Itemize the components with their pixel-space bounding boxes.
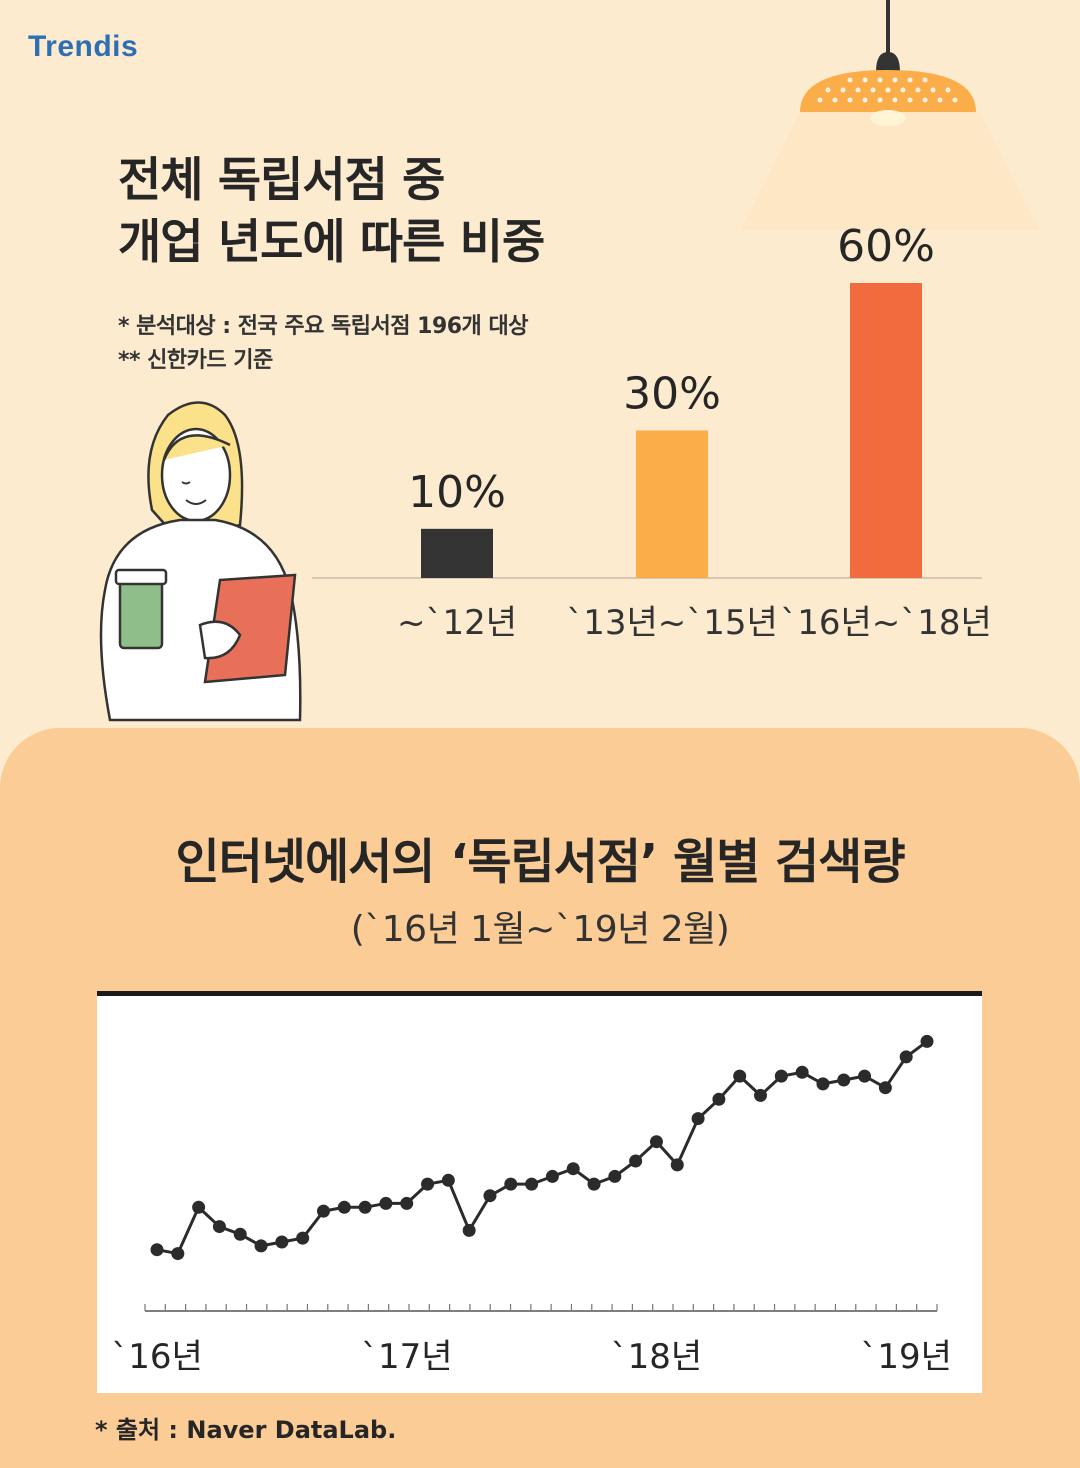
- search-volume-chart-panel: `16년 `17년 `18년 `19년: [97, 991, 982, 1393]
- data-point: [899, 1050, 913, 1064]
- data-point: [545, 1169, 559, 1183]
- data-point: [337, 1200, 351, 1214]
- data-point: [795, 1065, 809, 1079]
- x-tick-label: `17년: [361, 1337, 453, 1377]
- data-point: [233, 1227, 247, 1241]
- bar: [421, 528, 493, 578]
- card-note: ** 신한카드 기준: [118, 348, 273, 373]
- lamp-illustration: [740, 0, 1040, 230]
- source-note: * 출처 : Naver DataLab.: [95, 1416, 397, 1444]
- data-point: [358, 1200, 372, 1214]
- x-tick-label: `18년: [611, 1337, 703, 1377]
- data-point: [296, 1231, 310, 1245]
- data-point: [379, 1196, 393, 1210]
- x-tick-label: `16년: [111, 1337, 203, 1377]
- data-point: [171, 1247, 185, 1261]
- section2-subtitle: (`16년 1월~`19년 2월): [350, 909, 730, 950]
- analysis-note: * 분석대상 : 전국 주요 독립서점 196개 대상: [118, 314, 528, 339]
- data-point: [566, 1162, 580, 1176]
- woman-illustration: [99, 401, 302, 722]
- bar: [636, 430, 708, 578]
- data-point: [192, 1200, 206, 1214]
- opening-year-bar-chart: 10% ~`12년 30% `13년~`15년 60% `16년~`18년: [312, 221, 992, 643]
- data-point: [483, 1189, 497, 1203]
- data-point: [920, 1034, 934, 1048]
- data-point: [421, 1177, 435, 1191]
- bar: [850, 283, 922, 578]
- data-point: [587, 1177, 601, 1191]
- data-point: [504, 1177, 518, 1191]
- data-point: [212, 1220, 226, 1234]
- section2-title: 인터넷에서의 ‘독립서점’ 월별 검색량: [175, 834, 905, 890]
- data-point: [316, 1204, 330, 1218]
- search-volume-line-chart: `16년 `17년 `18년 `19년: [111, 1034, 952, 1377]
- data-point: [691, 1112, 705, 1126]
- section1-title-line2: 개업 년도에 따른 비중: [118, 215, 545, 270]
- data-point: [858, 1069, 872, 1083]
- bar-category-label: `16년~`18년: [780, 603, 992, 643]
- data-point: [816, 1077, 830, 1091]
- data-point: [462, 1223, 476, 1237]
- brand-logo: Trendis: [28, 30, 139, 63]
- bar-value-label: 10%: [408, 467, 506, 518]
- x-tick-label: `19년: [860, 1337, 952, 1377]
- data-point: [525, 1177, 539, 1191]
- search-volume-line: [156, 1040, 928, 1256]
- section1-title: 전체 독립서점 중 개업 년도에 따른 비중: [118, 150, 545, 274]
- data-point: [649, 1135, 663, 1149]
- data-point: [670, 1158, 684, 1172]
- data-point: [754, 1088, 768, 1102]
- section1-title-line1: 전체 독립서점 중: [118, 153, 445, 208]
- data-point: [254, 1239, 268, 1253]
- bar-category-label: ~`12년: [397, 603, 517, 643]
- data-point: [712, 1092, 726, 1106]
- bar-value-label: 30%: [623, 369, 721, 420]
- data-point: [774, 1069, 788, 1083]
- data-point: [150, 1243, 164, 1257]
- data-point: [878, 1081, 892, 1095]
- data-point: [441, 1173, 455, 1187]
- data-point: [629, 1154, 643, 1168]
- bar-category-label: `13년~`15년: [566, 603, 778, 643]
- data-point: [608, 1169, 622, 1183]
- data-point: [275, 1235, 289, 1249]
- data-point: [400, 1196, 414, 1210]
- data-point: [733, 1069, 747, 1083]
- data-point: [837, 1073, 851, 1087]
- bar-value-label: 60%: [837, 221, 935, 272]
